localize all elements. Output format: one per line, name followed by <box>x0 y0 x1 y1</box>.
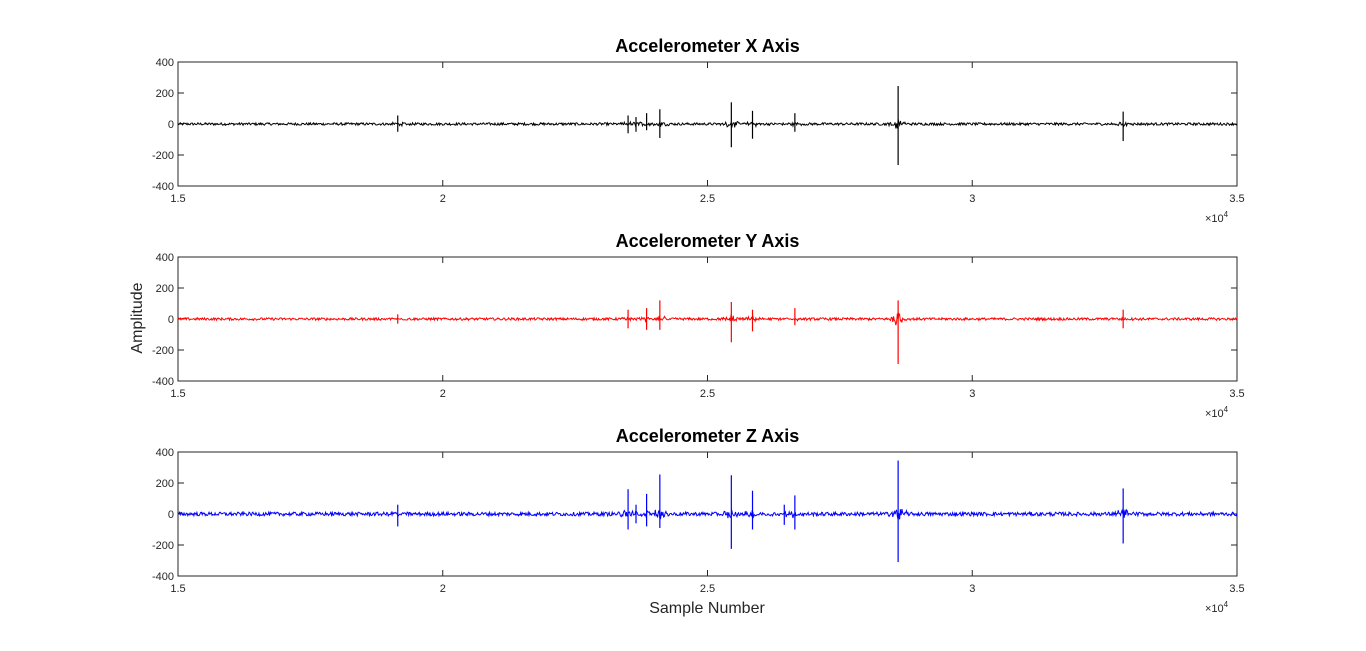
y-tick-label: 200 <box>156 478 174 490</box>
subplot-panel: Accelerometer Z Axis 1.5 2 2.5 3 3.5 -400 -200 0… <box>152 426 1245 615</box>
x-tick-label: 1.5 <box>170 193 185 205</box>
x-tick-label: 2 <box>440 388 446 400</box>
x-multiplier-label: ×104 <box>1205 405 1229 420</box>
y-tick-label: 0 <box>168 119 174 131</box>
x-multiplier-label: ×104 <box>1205 600 1229 615</box>
y-tick-label: 200 <box>156 88 174 100</box>
y-tick-label: 200 <box>156 283 174 295</box>
y-tick-label: -400 <box>152 181 174 193</box>
subplot-panel: Accelerometer X Axis 1.5 2 2.5 3 3.5 -400 -200 0… <box>152 36 1245 225</box>
y-tick-label: -200 <box>152 345 174 357</box>
x-tick-label: 2 <box>440 193 446 205</box>
y-tick-label: 400 <box>156 252 174 264</box>
y-tick-label: 400 <box>156 447 174 459</box>
x-tick-label: 1.5 <box>170 388 185 400</box>
x-tick-label: 2 <box>440 583 446 595</box>
y-axis-label: Amplitude <box>129 282 146 353</box>
panel-title: Accelerometer X Axis <box>615 36 799 56</box>
x-tick-label: 3 <box>969 388 975 400</box>
y-tick-label: 0 <box>168 509 174 521</box>
signal-line <box>177 119 1238 129</box>
x-tick-label: 3 <box>969 193 975 205</box>
y-tick-label: -200 <box>152 540 174 552</box>
signal-line <box>177 508 1238 520</box>
x-axis-label: Sample Number <box>649 600 765 617</box>
y-tick-label: 400 <box>156 57 174 69</box>
x-tick-label: 3.5 <box>1229 193 1244 205</box>
x-multiplier-label: ×104 <box>1205 210 1229 225</box>
y-tick-label: -400 <box>152 376 174 388</box>
x-tick-label: 2.5 <box>700 388 715 400</box>
panel-title: Accelerometer Y Axis <box>616 231 800 251</box>
y-tick-label: -200 <box>152 150 174 162</box>
y-tick-label: 0 <box>168 314 174 326</box>
x-tick-label: 3.5 <box>1229 388 1244 400</box>
x-tick-label: 2.5 <box>700 583 715 595</box>
subplot-panel: Accelerometer Y Axis 1.5 2 2.5 3 3.5 -400 -200 0… <box>152 231 1245 420</box>
x-tick-label: 3.5 <box>1229 583 1244 595</box>
x-tick-label: 2.5 <box>700 193 715 205</box>
x-tick-label: 1.5 <box>170 583 185 595</box>
x-tick-label: 3 <box>969 583 975 595</box>
panel-title: Accelerometer Z Axis <box>616 426 799 446</box>
signal-line <box>177 312 1238 326</box>
y-tick-label: -400 <box>152 571 174 583</box>
